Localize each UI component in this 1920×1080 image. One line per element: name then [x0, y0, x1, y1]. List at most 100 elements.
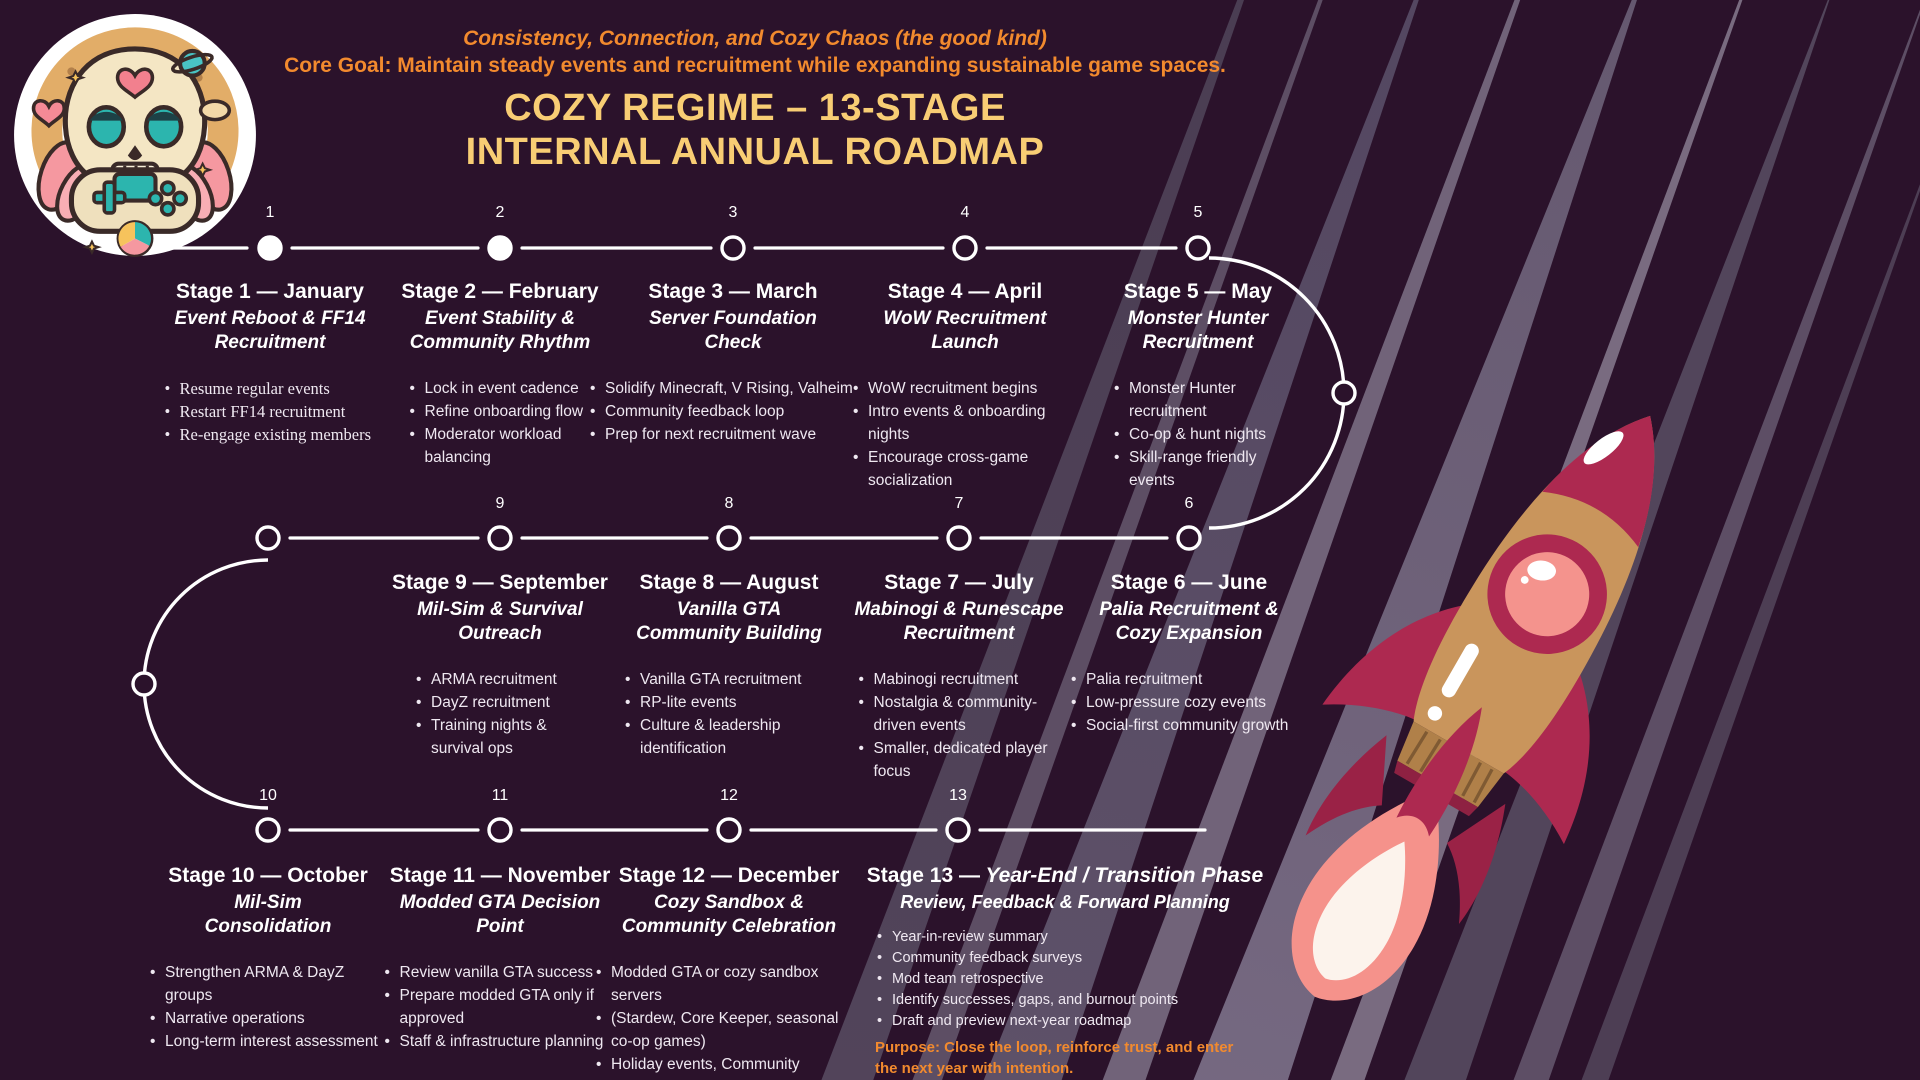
- timeline-node: [487, 525, 513, 551]
- bullet-item: Prepare modded GTA only if approved: [383, 984, 618, 1030]
- bullet-item: Co-op & hunt nights: [1112, 423, 1284, 446]
- stage-subtitle-line: Mil-Sim: [234, 892, 302, 913]
- stage-subtitle-line: Cozy Sandbox &: [654, 892, 804, 913]
- stage-subtitle-line: Community Celebration: [621, 916, 837, 937]
- timeline-node: [255, 817, 281, 843]
- stage-bullets: WoW recruitment beginsIntro events & onb…: [851, 377, 1079, 492]
- stage-title: Stage 13 — Year-End / Transition Phase: [850, 863, 1280, 889]
- stage-number: 8: [724, 495, 734, 512]
- stage-subtitle-line: Community Building: [636, 623, 822, 644]
- stage-subtitle-line: Consolidation: [204, 916, 332, 937]
- bullet-item: DayZ recruitment: [414, 691, 586, 714]
- skull-gamer-icon: [14, 14, 256, 257]
- bullet-item: Encourage cross-game socialization: [851, 446, 1079, 492]
- stage-subtitle-line: Launch: [931, 332, 999, 353]
- stage-title: Stage 5 — May: [1078, 279, 1318, 305]
- stage-subtitle-line: Outreach: [458, 623, 542, 644]
- bullet-item: WoW recruitment begins: [851, 377, 1079, 400]
- stage-title: Stage 2 — February: [380, 279, 620, 305]
- stage-subtitle-line: Mabinogi & Runescape: [854, 599, 1064, 620]
- stage-subtitle-line: Recruitment: [214, 332, 326, 353]
- bullet-item: Narrative operations: [148, 1007, 388, 1030]
- stage-subtitle-line: Recruitment: [1142, 332, 1254, 353]
- stage-number: 13: [949, 787, 967, 804]
- stage-title: Stage 7 — July: [839, 570, 1079, 596]
- stage-title-text: Stage 2 — February: [401, 280, 599, 303]
- stage-subtitle-line: Server Foundation: [649, 308, 817, 329]
- stage-subtitle-line: Review, Feedback & Forward Planning: [900, 892, 1230, 912]
- tagline: Consistency, Connection, and Cozy Chaos …: [463, 27, 1047, 50]
- stage-column: Stage 1 — January Event Reboot & FF14 Recr…: [145, 279, 395, 446]
- bullet-item: Refine onboarding flow: [408, 400, 593, 423]
- timeline-node: [257, 235, 283, 261]
- skull-gamer-logo: [12, 12, 258, 258]
- bullet-item: Mod team retrospective: [875, 969, 1255, 990]
- stage-number: 12: [720, 787, 738, 804]
- bullet-item: (Stardew, Core Keeper, seasonal co-op ga…: [594, 1007, 864, 1053]
- stage-title: Stage 10 — October: [128, 863, 408, 889]
- stage-title: Stage 3 — March: [578, 279, 888, 305]
- stage-subtitle-line: Monster Hunter: [1127, 308, 1269, 329]
- stage-bullets: Year-in-review summaryCommunity feedback…: [875, 927, 1255, 1032]
- stage-subtitle-line: Point: [476, 916, 524, 937]
- stage-column: Stage 8 — August Vanilla GTA Community Bui…: [604, 570, 854, 760]
- timeline-node: [945, 817, 971, 843]
- stage-bullets: Modded GTA or cozy sandbox servers(Stard…: [594, 961, 864, 1080]
- stage-bullets: Palia recruitmentLow-pressure cozy event…: [1069, 668, 1309, 737]
- core-goal: Core Goal: Maintain steady events and re…: [284, 54, 1226, 77]
- stage-subtitle: Review, Feedback & Forward Planning: [850, 891, 1280, 914]
- stage-bullets: Vanilla GTA recruitmentRP-lite eventsCul…: [623, 668, 835, 760]
- bullet-item: Social-first community growth: [1069, 714, 1309, 737]
- stage-subtitle: Cozy Sandbox & Community Celebration: [584, 891, 874, 939]
- stage-number: 7: [954, 495, 964, 512]
- stage-number: 10: [259, 787, 277, 804]
- bullet-item: Monster Hunter recruitment: [1112, 377, 1284, 423]
- stage-bullets: ARMA recruitmentDayZ recruitmentTraining…: [414, 668, 586, 760]
- bullet-item: Nostalgia & community-driven events: [857, 691, 1062, 737]
- bullet-item: Holiday events, Community appreciation &…: [594, 1053, 864, 1080]
- stage-column: Stage 7 — July Mabinogi & Runescape Recrui…: [839, 570, 1079, 783]
- stage-subtitle-line: Mil-Sim & Survival: [417, 599, 583, 620]
- stage-column: Stage 9 — September Mil-Sim & Survival Out…: [375, 570, 625, 760]
- stage-title: Stage 12 — December: [584, 863, 874, 889]
- stage-subtitle: Modded GTA Decision Point: [370, 891, 630, 939]
- bullet-item: Long-term interest assessment: [148, 1030, 388, 1053]
- bullet-item: Intro events & onboarding nights: [851, 400, 1079, 446]
- bullet-item: Training nights & survival ops: [414, 714, 586, 760]
- timeline-node: [1185, 235, 1211, 261]
- bullet-item: Draft and preview next-year roadmap: [875, 1011, 1255, 1032]
- stage-subtitle: Palia Recruitment & Cozy Expansion: [1054, 598, 1324, 646]
- stage-title-text: Stage 5 — May: [1123, 280, 1273, 303]
- stage-title-italic: Year-End / Transition Phase: [980, 864, 1264, 887]
- bullet-item: Identify successes, gaps, and burnout po…: [875, 990, 1255, 1011]
- curve-node: [131, 671, 157, 697]
- stage-title: Stage 9 — September: [375, 570, 625, 596]
- stage-subtitle: WoW Recruitment Launch: [840, 307, 1090, 355]
- stage-title: Stage 11 — November: [370, 863, 630, 889]
- bullet-item: Mabinogi recruitment: [857, 668, 1062, 691]
- bullet-item: Smaller, dedicated player focus: [857, 737, 1062, 783]
- bullet-item: Moderator workload balancing: [408, 423, 593, 469]
- timeline-node: [946, 525, 972, 551]
- timeline-node: [487, 235, 513, 261]
- stage-number: 9: [495, 495, 505, 512]
- stage-column: Stage 5 — May Monster Hunter Recruitment Mo…: [1078, 279, 1318, 492]
- stage-title-text: Stage 6 — June: [1110, 571, 1268, 594]
- stage-subtitle-line: Event Reboot & FF14: [174, 308, 366, 329]
- stage-number: 3: [728, 204, 738, 221]
- stage-subtitle: Server Foundation Check: [578, 307, 888, 355]
- bullet-item: Palia recruitment: [1069, 668, 1309, 691]
- purpose-note: Purpose: Close the loop, reinforce trust…: [875, 1039, 1234, 1077]
- stage-column: Stage 10 — October Mil-Sim Consolidation St…: [128, 863, 408, 1053]
- stage-subtitle-line: Check: [704, 332, 762, 353]
- stage-column: Stage 3 — March Server Foundation Check Sol…: [578, 279, 888, 446]
- bullet-item: Community feedback loop: [588, 400, 878, 423]
- bullet-item: Low-pressure cozy events: [1069, 691, 1309, 714]
- stage-title-text: Stage 4 — April: [887, 280, 1043, 303]
- stage-bullets: Monster Hunter recruitmentCo-op & hunt n…: [1112, 377, 1284, 492]
- bullet-item: Restart FF14 recruitment: [163, 400, 378, 423]
- bullet-item: Strengthen ARMA & DayZ groups: [148, 961, 388, 1007]
- stage-bullets: Resume regular eventsRestart FF14 recrui…: [163, 377, 378, 446]
- bullet-item: Resume regular events: [163, 377, 378, 400]
